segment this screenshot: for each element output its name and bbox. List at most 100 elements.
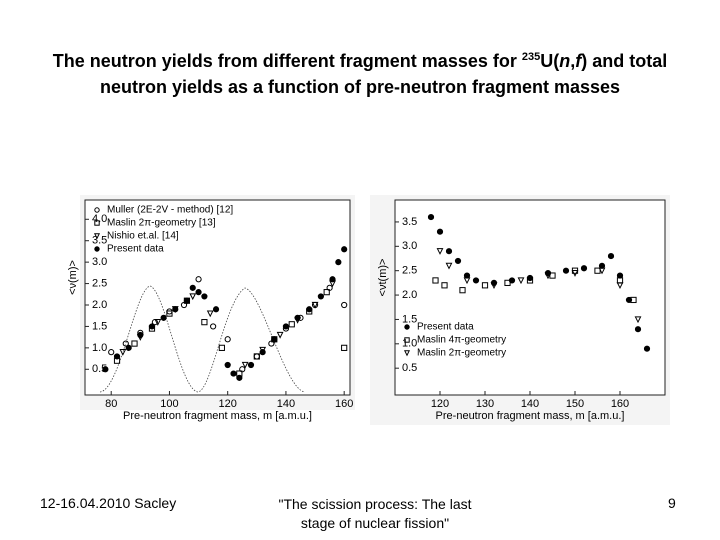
legend-marker	[94, 246, 100, 252]
data-point	[294, 314, 301, 321]
data-point	[341, 246, 348, 253]
legend-label: Maslin 2π-geometry	[417, 348, 506, 359]
data-point	[445, 262, 453, 270]
data-point	[562, 267, 570, 274]
data-point	[571, 270, 579, 277]
page-number: 9	[668, 495, 676, 511]
x-tick-label: 120	[431, 398, 449, 410]
data-point	[311, 301, 319, 309]
data-point	[634, 316, 642, 324]
data-point	[183, 297, 191, 304]
data-point	[481, 282, 489, 289]
data-point	[445, 248, 453, 255]
y-axis-label: <νt(m)>	[377, 259, 389, 297]
title-superscript: 235	[521, 51, 541, 63]
x-axis-label: Pre-neutron fragment mass, m [a.m.u.]	[123, 410, 312, 422]
legend-label: Present data	[417, 322, 474, 333]
data-point	[241, 361, 249, 369]
footer-date: 12-16.04.2010 Sacley	[40, 495, 177, 511]
data-point	[323, 289, 330, 296]
y-tick-label: 1.5	[92, 320, 107, 332]
plot-frame	[394, 199, 666, 396]
x-tick-label: 140	[521, 398, 539, 410]
legend-label: Nishio et.al. [14]	[107, 231, 179, 242]
data-point	[195, 276, 202, 283]
yield-curve-guide	[99, 285, 306, 393]
data-point	[490, 282, 498, 290]
data-point	[230, 370, 237, 377]
legend-marker	[94, 220, 100, 226]
data-point	[317, 293, 324, 300]
data-point	[218, 344, 225, 351]
data-point	[119, 349, 127, 356]
data-point	[472, 277, 480, 284]
data-point	[236, 374, 243, 381]
y-tick-label: 3.5	[92, 235, 107, 247]
data-point	[598, 267, 606, 275]
legend-label: Maslin 2π-geometry [13]	[107, 218, 216, 229]
plot-frame	[84, 199, 351, 396]
data-point	[148, 323, 156, 330]
data-point	[206, 310, 214, 318]
x-tick-label: 120	[219, 398, 237, 410]
data-point	[526, 277, 534, 284]
x-tick-label: 150	[566, 398, 584, 410]
y-tick-label: 4.0	[92, 213, 107, 225]
data-point	[276, 331, 284, 339]
data-point	[189, 284, 196, 291]
data-point	[224, 361, 231, 369]
data-point	[504, 279, 511, 286]
legend-marker	[403, 350, 411, 357]
data-point	[643, 345, 651, 352]
legend-marker	[93, 233, 101, 240]
data-point	[459, 287, 466, 294]
y-tick-label: 1.0	[92, 342, 107, 354]
data-point	[125, 344, 132, 351]
footer-talk: "The scission process: The last stage of…	[278, 496, 472, 531]
data-point	[102, 366, 109, 373]
y-tick-label: 3.0	[92, 256, 107, 268]
data-point	[172, 306, 179, 313]
data-point	[166, 310, 173, 317]
data-point	[634, 326, 642, 333]
data-point	[288, 321, 295, 328]
x-tick-label: 160	[611, 398, 629, 410]
y-tick-label: 2.0	[402, 289, 417, 301]
data-point	[454, 257, 462, 265]
legend-marker	[94, 207, 100, 213]
data-point	[625, 296, 633, 304]
data-point	[616, 282, 624, 290]
data-point	[247, 361, 255, 369]
x-tick-label: 130	[476, 398, 494, 410]
x-tick-label: 140	[277, 398, 295, 410]
data-point	[341, 344, 348, 351]
title-text: ,	[570, 51, 576, 71]
data-point	[189, 293, 197, 301]
y-tick-label: 1.0	[402, 338, 417, 350]
y-tick-label: 2.0	[92, 299, 107, 311]
data-point	[432, 277, 439, 284]
x-axis-label: Pre-neutron fragment mass, m [a.m.u.]	[436, 410, 625, 422]
data-point	[463, 277, 471, 285]
data-point	[122, 340, 129, 347]
data-point	[436, 228, 444, 235]
data-point	[212, 306, 220, 313]
data-point	[427, 213, 435, 221]
data-point	[329, 276, 336, 283]
data-point	[549, 272, 556, 279]
legend-label: Maslin 4π-geometry	[417, 335, 506, 346]
data-point	[154, 319, 162, 326]
y-tick-label: 3.0	[402, 240, 417, 252]
data-point	[341, 301, 348, 309]
data-point	[580, 265, 588, 272]
data-point	[517, 277, 525, 285]
x-tick-label: 160	[335, 398, 353, 410]
legend-marker	[404, 324, 410, 330]
legend-label: Present data	[107, 244, 164, 255]
data-point	[201, 319, 208, 326]
data-point	[160, 314, 167, 321]
x-tick-label: 80	[105, 398, 117, 410]
y-tick-label: 0.5	[402, 362, 417, 374]
